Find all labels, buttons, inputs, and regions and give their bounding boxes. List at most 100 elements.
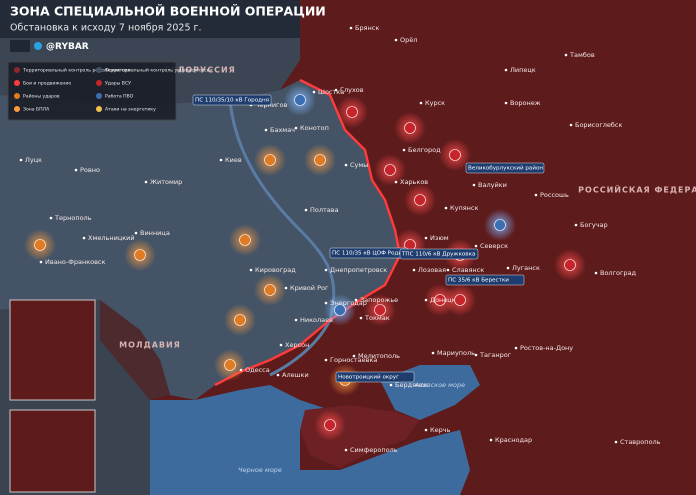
city-dot: [474, 244, 478, 248]
city-label: Ровно: [80, 166, 100, 174]
country-label: БЕЛОРУССИЯ: [164, 66, 236, 75]
callout-label: ТПС 110/6 кВ Дружковка: [401, 252, 475, 258]
marker: [384, 164, 396, 176]
legend-swatch: [14, 67, 20, 73]
city-dot: [49, 216, 53, 220]
marker: [494, 219, 506, 231]
subtitle: Обстановка к исходу 7 ноября 2025 г.: [10, 23, 202, 34]
city-dot: [514, 346, 518, 350]
city-label: Кировоград: [255, 266, 296, 274]
city-label: Харьков: [400, 178, 428, 186]
city-dot: [276, 373, 280, 377]
legend-label: Удары ВСУ: [105, 81, 131, 87]
city-dot: [294, 318, 298, 322]
callout-label: ПС 110/35 кВ ЦОФ Родинская: [332, 251, 419, 257]
city-dot: [402, 148, 406, 152]
city-dot: [239, 368, 243, 372]
city-dot: [504, 101, 508, 105]
title: ЗОНА СПЕЦИАЛЬНОЙ ВОЕННОЙ ОПЕРАЦИИ: [10, 4, 326, 19]
city-dot: [412, 268, 416, 272]
header-bg: [0, 0, 300, 38]
city-label: Борисоглебск: [575, 121, 622, 129]
territory-ua: [0, 80, 400, 400]
city-label: Бердянск: [395, 381, 428, 389]
city-dot: [74, 168, 78, 172]
city-dot: [304, 208, 308, 212]
callout-bg: [465, 162, 545, 174]
city-dot: [444, 206, 448, 210]
city-dot: [19, 158, 23, 162]
city-label: Волгоград: [600, 269, 637, 277]
marker: [234, 314, 246, 326]
inset-frame: [9, 299, 96, 401]
city-label: Валуйки: [478, 181, 507, 189]
city-label: Мелитополь: [358, 352, 400, 360]
city-dot: [474, 353, 478, 357]
city-dot: [394, 38, 398, 42]
city-label: Изюм: [430, 234, 449, 242]
city-label: Запорожье: [360, 296, 398, 304]
city-label: Донецк: [430, 296, 456, 304]
marker: [324, 419, 336, 431]
city-dot: [424, 236, 428, 240]
city-label: Одесса: [245, 366, 270, 374]
city-dot: [264, 128, 268, 132]
city-dot: [324, 301, 328, 305]
legend-label: Территориальный контроль российских сил: [22, 67, 130, 74]
callout-label: Великобурлукский район: [468, 165, 543, 172]
callout-label: Новотроицкий округ: [338, 374, 399, 381]
city-label: Глухов: [340, 86, 364, 94]
city-dot: [564, 53, 568, 57]
telegram-icon: [34, 42, 42, 50]
legend-swatch: [14, 93, 20, 99]
city-label: Лозовая: [418, 266, 446, 274]
marker: [449, 149, 461, 161]
callout-bg: [445, 274, 525, 286]
city-label: Северск: [480, 242, 508, 250]
city-label: Николаев: [300, 316, 333, 324]
river: [228, 99, 336, 377]
city-label: Богучар: [580, 221, 608, 229]
city-label: Славянск: [452, 266, 484, 274]
callout-bg: [335, 371, 415, 383]
city-label: Симферополь: [350, 446, 398, 454]
city-label: Таганрог: [479, 351, 512, 359]
city-dot: [354, 298, 358, 302]
callout-label: ПС 35/6 кВ Берестки: [448, 278, 509, 284]
city-label: Воронеж: [510, 99, 541, 107]
legend-swatch: [14, 80, 20, 86]
inset-frame: [9, 409, 96, 493]
legend-swatch: [96, 93, 102, 99]
city-dot: [344, 163, 348, 167]
legend-swatch: [14, 106, 20, 112]
country-label: РОССИЙСКАЯ ФЕДЕРАЦИЯ: [578, 184, 696, 195]
callout-bg: [399, 248, 479, 260]
city-label: Винница: [140, 229, 170, 237]
city-dot: [446, 268, 450, 272]
city-label: Киев: [225, 156, 242, 164]
city-dot: [472, 183, 476, 187]
city-label: Тамбов: [569, 51, 595, 59]
city-label: Курск: [425, 99, 445, 107]
city-label: Полтава: [310, 206, 339, 214]
moldova: [100, 300, 170, 400]
city-label: Липецк: [510, 66, 536, 74]
city-dot: [424, 428, 428, 432]
legend-label: Районы ударов: [23, 93, 60, 100]
country-label: МОЛДАВИЯ: [119, 341, 181, 350]
marker: [374, 304, 386, 316]
legend-swatch: [96, 80, 102, 86]
marker: [34, 239, 46, 251]
city-label: Краснодар: [495, 436, 532, 444]
city-dot: [424, 298, 428, 302]
city-dot: [249, 268, 253, 272]
city-label: Белгород: [408, 146, 441, 154]
marker: [414, 194, 426, 206]
city-dot: [324, 268, 328, 272]
city-label: Чернигов: [255, 101, 287, 109]
marker: [239, 234, 251, 246]
legend-label: Зона БПЛА: [23, 107, 50, 113]
city-label: Алешки: [282, 371, 309, 379]
city-label: Токмак: [364, 314, 390, 322]
